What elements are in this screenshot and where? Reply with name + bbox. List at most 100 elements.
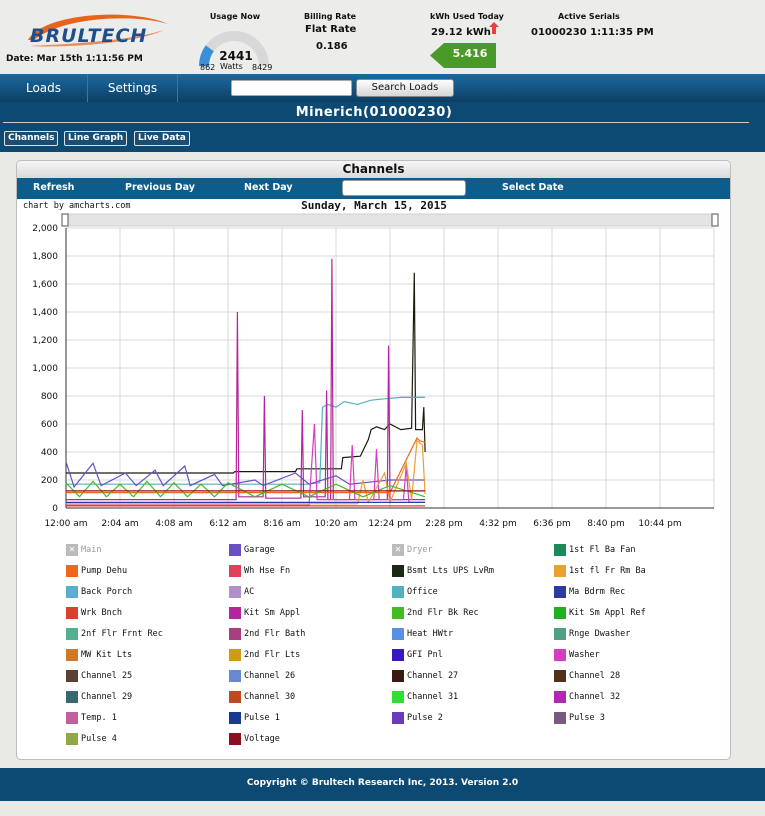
x-tick-label: 8:40 pm xyxy=(587,519,625,529)
legend-swatch xyxy=(66,691,78,703)
legend-swatch xyxy=(66,733,78,745)
usage-value: 2441 xyxy=(219,49,253,63)
legend-swatch xyxy=(66,712,78,724)
legend-swatch xyxy=(229,565,241,577)
y-tick-label: 1,200 xyxy=(32,336,58,346)
series-line-washer xyxy=(66,423,426,506)
legend-label: 1st fl Fr Rm Ba xyxy=(569,566,646,576)
legend-swatch xyxy=(554,586,566,598)
legend-label: AC xyxy=(244,587,255,597)
legend-swatch xyxy=(392,586,404,598)
legend-swatch xyxy=(554,565,566,577)
usage-min: 862 xyxy=(200,63,216,72)
usage-now-label: Usage Now xyxy=(209,12,261,21)
x-tick-label: 12:24 pm xyxy=(368,519,411,529)
legend-swatch xyxy=(392,565,404,577)
scrollbar-right-handle xyxy=(711,213,719,227)
power-line-chart: 0 200 400 600 800 1,000 1,200 1,400 1,600 1,800 2,… xyxy=(32,213,719,529)
active-serials-label: Active Serials xyxy=(558,12,620,21)
legend-swatch xyxy=(554,607,566,619)
main-nav: Loads Settings Search Loads xyxy=(0,74,765,102)
y-tick-label: 1,800 xyxy=(32,252,58,262)
legend-label: Channel 27 xyxy=(407,671,459,681)
active-serials-value: 01000230 1:11:35 PM xyxy=(531,27,654,38)
brultech-logo: BRULTECH xyxy=(24,10,170,48)
legend-label: Pulse 4 xyxy=(81,734,117,744)
chart-credit: chart by amcharts.com xyxy=(23,201,131,211)
legend-swatch xyxy=(66,649,78,661)
legend-swatch xyxy=(554,712,566,724)
legend-label: Back Porch xyxy=(81,587,133,597)
y-tick-label: 400 xyxy=(41,448,58,458)
legend-label: Pulse 1 xyxy=(244,713,280,723)
legend-label: Main xyxy=(81,545,102,555)
kwh-used-label: kWh Used Today xyxy=(430,12,504,21)
previous-day-link[interactable]: Previous Day xyxy=(125,182,195,193)
x-tick-label: 10:44 pm xyxy=(638,519,681,529)
legend-label: Channel 32 xyxy=(569,692,621,702)
tab-channels[interactable]: Channels xyxy=(4,131,59,146)
current-date: Date: Mar 15th 1:11:56 PM xyxy=(6,54,143,64)
x-tick-label: 10:20 am xyxy=(314,519,357,529)
legend-label: Bsmt Lts UPS LvRm xyxy=(407,566,494,576)
refresh-link[interactable]: Refresh xyxy=(33,182,75,193)
panel-title: Channels xyxy=(17,161,730,178)
header: BRULTECH Date: Mar 15th 1:11:56 PM Usage… xyxy=(0,0,765,74)
legend-label: 2nd Flr Bath xyxy=(244,629,306,639)
legend-label: 1st Fl Ba Fan xyxy=(569,545,636,555)
search-loads-button[interactable]: Search Loads xyxy=(356,79,454,97)
logo-swoosh xyxy=(28,14,168,47)
usage-gauge-fill xyxy=(199,45,214,67)
legend-label: Voltage xyxy=(244,734,280,744)
usage-gauge xyxy=(199,31,269,67)
legend-swatch xyxy=(392,649,404,661)
usage-unit: Watts xyxy=(220,62,243,71)
legend-swatch xyxy=(66,670,78,682)
x-tick-label: 12:00 am xyxy=(44,519,87,529)
legend-swatch xyxy=(66,586,78,598)
y-tick-label: 0 xyxy=(52,504,58,514)
series-line-office xyxy=(66,396,426,485)
y-tick-label: 1,000 xyxy=(32,364,58,374)
kwh-used-value: 29.12 kWh xyxy=(431,27,491,38)
legend-swatch xyxy=(554,670,566,682)
up-arrow-icon xyxy=(489,22,499,34)
legend-swatch xyxy=(229,649,241,661)
date-input[interactable] xyxy=(342,180,466,196)
series-line-pump-dehu xyxy=(66,436,426,494)
select-date-link[interactable]: Select Date xyxy=(502,182,564,193)
legend-swatch xyxy=(229,670,241,682)
x-tick-label: 2:28 pm xyxy=(425,519,463,529)
site-title-bar: Minerich(01000230) xyxy=(0,102,765,128)
legend-label: Ma Bdrm Rec xyxy=(569,587,626,597)
x-tick-label: 4:08 am xyxy=(155,519,192,529)
legend-label: Washer xyxy=(569,650,600,660)
legend-label: Kit Sm Appl Ref xyxy=(569,608,646,618)
x-tick-label: 8:16 am xyxy=(263,519,300,529)
channels-panel: Channels Refresh Previous Day Next Day S… xyxy=(16,160,731,760)
legend-label: Pulse 2 xyxy=(407,713,443,723)
search-loads-input[interactable] xyxy=(231,80,352,96)
legend-swatch xyxy=(392,670,404,682)
legend-swatch xyxy=(392,712,404,724)
x-tick-label: 4:32 pm xyxy=(479,519,517,529)
legend-label: Channel 26 xyxy=(244,671,296,681)
tab-live-data[interactable]: Live Data xyxy=(134,131,190,146)
nav-loads[interactable]: Loads xyxy=(0,74,88,102)
y-tick-label: 1,400 xyxy=(32,308,58,318)
legend-swatch xyxy=(229,607,241,619)
y-tick-label: 800 xyxy=(41,392,58,402)
legend-swatch xyxy=(392,628,404,640)
series-line-bsmt-lts-ups-lvrm xyxy=(66,272,426,474)
x-tick-label: 2:04 am xyxy=(101,519,138,529)
page-title: Minerich(01000230) xyxy=(295,105,453,120)
legend-swatch xyxy=(392,691,404,703)
y-tick-label: 2,000 xyxy=(32,224,58,234)
x-tick-label: 6:36 pm xyxy=(533,519,571,529)
tab-line-graph[interactable]: Line Graph xyxy=(64,131,128,146)
logo-text: BRULTECH xyxy=(30,25,148,47)
copyright-text: Copyright © Brultech Research Inc, 2013.… xyxy=(246,778,519,788)
next-day-link[interactable]: Next Day xyxy=(244,182,293,193)
legend-swatch xyxy=(554,544,566,556)
nav-settings[interactable]: Settings xyxy=(88,74,178,102)
